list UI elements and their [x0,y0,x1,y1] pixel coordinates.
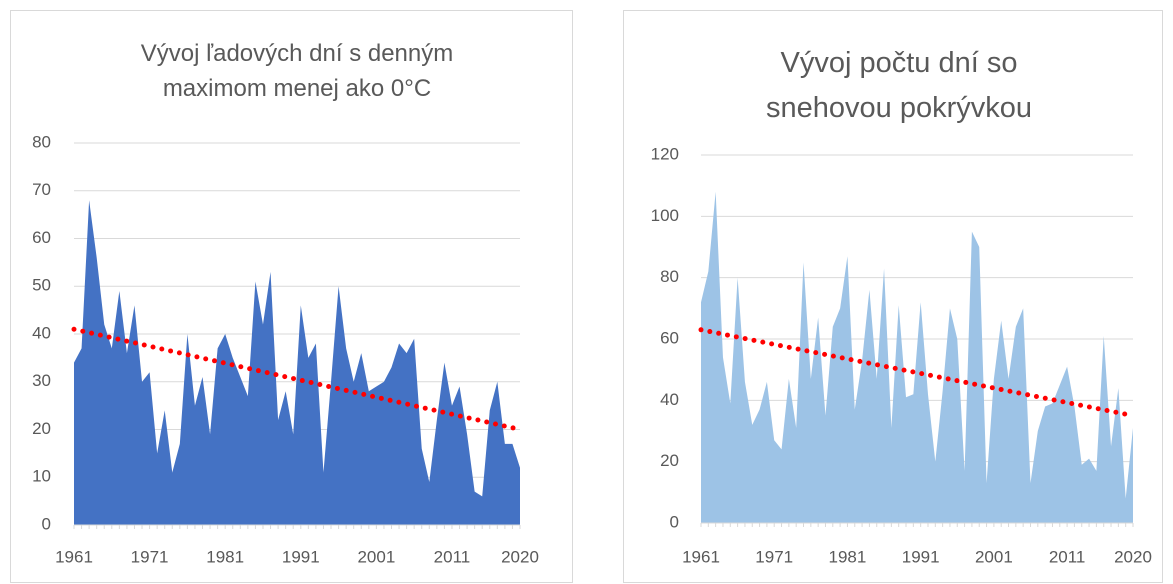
plot: 0 10 20 30 40 50 60 70 80 1961 1971 1981 1991 2001 201… [32,132,539,566]
chart-title: Vývoj počtu dní so snehovou pokrývkou [766,47,1032,124]
x-tick-label: 1981 [829,547,867,566]
y-tick-label: 20 [660,451,679,470]
area [701,191,1133,524]
x-tick-label: 1961 [55,547,93,566]
y-tick-label: 120 [651,144,679,163]
trendline [698,327,1136,419]
chart: 0 10 20 30 40 50 60 70 80 1961 1971 1981 1991 2001 201… [10,10,573,583]
plot: 0 20 40 60 80 100 120 1961 1971 1981 1991 2001 2011 2… [651,144,1152,566]
y-tick-label: 60 [32,228,51,247]
y-tick-label: 100 [651,206,679,225]
y-tick-label: 20 [32,419,51,438]
x-tick-label: 2001 [975,547,1013,566]
x-tick-label: 1991 [902,547,940,566]
chart-title: Vývoj ľadových dní s denným maximom mene… [140,40,454,102]
y-tick-label: 40 [660,390,679,409]
y-tick-label: 30 [32,371,51,390]
x-tick-label: 1961 [682,547,720,566]
area [74,200,520,526]
y-tick-label: 60 [660,328,679,347]
x-tick-label: 2011 [434,547,471,566]
x-tick-label: 1981 [206,547,244,566]
x-tick-label: 2020 [501,547,539,566]
y-tick-label: 10 [32,467,51,486]
x-tick-label: 1971 [131,547,169,566]
x-tick-label: 1991 [282,547,320,566]
y-tick-label: 80 [32,132,51,151]
x-tick-label: 2001 [357,547,395,566]
y-tick-label: 70 [32,180,51,199]
y-tick-label: 50 [32,276,51,295]
y-tick-label: 0 [670,512,679,531]
y-tick-label: 40 [32,323,51,342]
y-tick-label: 0 [42,514,51,533]
chart: 0 20 40 60 80 100 120 1961 1971 1981 1991 2001 2011 2… [623,10,1163,583]
x-tick-label: 1971 [755,547,793,566]
x-tick-label: 2020 [1114,547,1152,566]
x-tick-label: 2011 [1049,547,1086,566]
y-tick-label: 80 [660,267,679,286]
